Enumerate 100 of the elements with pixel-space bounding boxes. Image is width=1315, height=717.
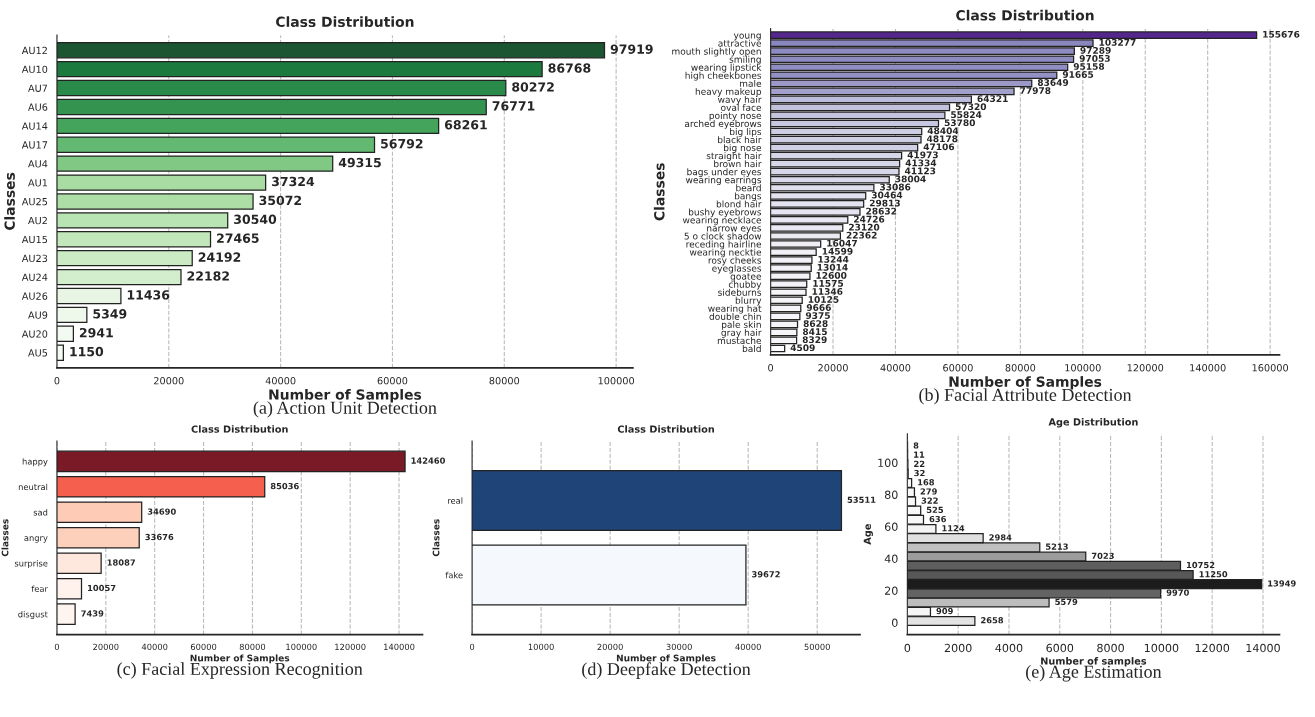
y-tick-label: mustache [717,337,762,345]
data-label: 525 [926,506,944,513]
y-tick-label: AU15 [21,235,48,244]
x-tick-label: 0 [54,643,60,651]
x-tick-label: 120000 [335,643,366,651]
data-label: 24726 [854,215,885,223]
data-label: 91665 [1062,71,1094,78]
x-tick-label: 6000 [1046,643,1074,653]
data-label: 83649 [1037,79,1069,86]
y-tick-label: smiling [729,55,761,65]
data-label: 5213 [1045,543,1068,550]
y-tick-label: AU5 [28,349,48,357]
data-label: 41123 [904,167,936,175]
x-tick-label: 80000 [489,377,520,385]
data-label: 1150 [70,346,104,357]
data-label: 909 [936,607,953,615]
x-tick-label: 60000 [377,377,408,385]
y-tick-label: happy [22,458,48,467]
data-label: 97289 [1080,46,1111,54]
data-label: 28632 [866,207,897,215]
x-tick-label: 50000 [804,643,830,651]
y-tick-label: goatee [730,273,762,282]
x-tick-label: 4000 [995,643,1023,653]
y-tick-label: AU17 [21,141,48,149]
data-label: 279 [920,488,937,495]
data-label: 68261 [444,120,487,130]
y-tick-label: AU20 [21,330,48,338]
x-tick-label: 14000 [1246,643,1280,653]
y-tick-label: gray hair [721,328,762,338]
data-label: 23120 [849,223,880,231]
data-label: 22362 [846,231,877,239]
y-tick-label: brown hair [714,160,762,168]
y-tick-label: 0 [891,618,898,627]
y-tick-label: 40 [884,554,898,563]
chart-title: Age Distribution [1048,418,1138,428]
data-label: 13244 [818,255,849,263]
x-tick-label: 120000 [1127,364,1164,372]
data-label: 7023 [1091,552,1114,559]
data-label: 2658 [981,617,1004,624]
data-label: 29813 [869,199,900,207]
y-tick-label: chubby [728,280,762,290]
y-axis-title: Classes [4,172,15,231]
x-tick-label: 20000 [93,643,119,651]
y-tick-label: AU25 [21,197,48,206]
data-label: 14599 [822,247,853,255]
x-tick-label: 40000 [880,364,911,372]
chart-title: Class Distribution [956,9,1094,21]
text: (a) Action Unit Detection [253,401,437,418]
data-label: 1124 [942,525,965,532]
data-label: 9375 [805,312,830,319]
y-tick-label: beard [736,184,761,192]
data-label: 97919 [610,44,653,54]
x-tick-label: 100000 [598,377,635,385]
x-tick-label: 160000 [1252,364,1289,372]
data-label: 55824 [951,111,982,119]
y-tick-label: AU7 [28,84,48,92]
data-label: 48178 [926,135,958,143]
data-label: 85036 [270,482,299,490]
chart-title: Class Distribution [276,16,414,27]
y-tick-label: bangs [734,192,762,202]
x-tick-label: 30000 [666,643,692,651]
x-tick-label: 0 [904,643,911,653]
x-tick-label: 40000 [265,377,296,385]
data-label: 97053 [1079,55,1110,62]
data-label: 2984 [989,534,1012,541]
data-label: 64321 [977,95,1008,103]
data-label: 34690 [147,508,176,515]
y-tick-label: big nose [724,144,762,153]
data-label: 8415 [802,328,827,336]
y-tick-label: pale skin [722,320,761,330]
y-tick-label: eyeglasses [712,264,762,274]
text: (e) Age Estimation [1026,665,1162,682]
x-tick-label: 2000 [944,643,972,653]
x-tick-label: 140000 [384,643,415,651]
y-tick-label: black hair [718,136,762,144]
y-tick-label: bushy eyebrows [688,208,762,218]
y-axis-title: Age [863,524,873,545]
y-tick-label: blurry [735,296,762,306]
data-label: 11436 [127,290,170,300]
data-label: 322 [921,497,938,504]
y-tick-label: AU12 [21,46,47,55]
text: (b) Facial Attribute Detection [919,388,1132,405]
y-tick-label: wearing necklace [682,216,762,226]
y-tick-label: real [448,497,463,504]
x-tick-label: 20000 [818,364,848,372]
y-tick-label: AU2 [28,216,47,225]
y-tick-label: angry [24,536,48,543]
x-tick-label: 100000 [286,643,317,651]
y-tick-label: straight hair [706,152,762,161]
data-label: 10752 [1186,561,1215,569]
data-label: 33676 [145,533,174,541]
y-axis-title: Classes [432,519,440,557]
y-tick-label: mouth slightly open [672,47,761,57]
data-label: 10057 [88,584,116,592]
y-tick-label: bags under eyes [687,168,762,178]
data-label: 24192 [198,252,241,262]
data-label: 30464 [871,191,903,199]
x-tick-label: 80000 [1005,364,1036,372]
y-tick-label: sad [33,509,48,516]
y-tick-label: AU26 [21,292,48,300]
